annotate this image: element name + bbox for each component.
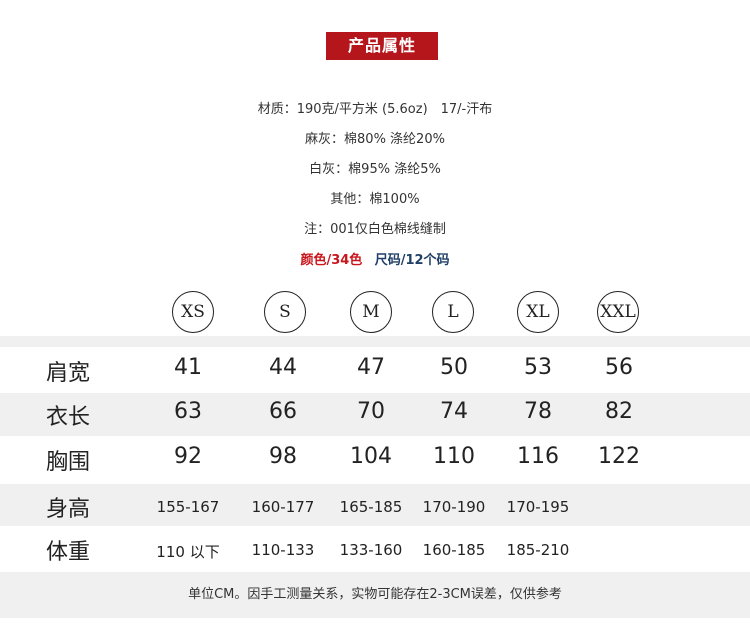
size-xxl: XXL	[597, 291, 639, 333]
row-bg	[0, 484, 750, 526]
row-bg	[0, 393, 750, 436]
table-cell: 78	[524, 399, 552, 424]
row-label: 衣长	[46, 405, 91, 430]
table-cell: 47	[357, 355, 385, 380]
table-cell: 165-185	[339, 498, 403, 516]
size-s: S	[264, 291, 306, 333]
row-label: 体重	[46, 540, 91, 565]
table-cell: 116	[517, 444, 559, 469]
size-m: M	[350, 291, 392, 333]
table-cell: 110	[433, 444, 475, 469]
size-count: 尺码/12个码	[374, 253, 450, 268]
table-cell: 122	[598, 444, 640, 469]
attr-others: 其他：棉100%	[330, 192, 420, 207]
table-cell: 70	[357, 399, 385, 424]
table-cell: 110-133	[251, 541, 315, 559]
table-cell: 56	[605, 355, 633, 380]
table-cell: 160-185	[422, 541, 486, 559]
table-cell: 44	[269, 355, 297, 380]
table-cell: 66	[269, 399, 297, 424]
table-cell: 155-167	[156, 498, 220, 516]
table-cell: 92	[174, 444, 202, 469]
size-xl: XL	[517, 291, 559, 333]
table-cell: 104	[350, 444, 392, 469]
table-cell: 160-177	[251, 498, 315, 516]
footer-note: 单位CM。因手工测量关系，实物可能存在2-3CM误差，仅供参考	[0, 572, 750, 618]
highlights: 颜色/34色 尺码/12个码	[0, 249, 750, 268]
table-cell: 63	[174, 399, 202, 424]
table-cell: 170-190	[422, 498, 486, 516]
table-cell: 170-195	[506, 498, 570, 516]
size-l: L	[432, 291, 474, 333]
table-cell: 110 以下	[156, 543, 220, 561]
divider	[0, 336, 750, 347]
table-cell: 185-210	[506, 541, 570, 559]
attr-heather-gray: 麻灰：棉80% 涤纶20%	[305, 132, 445, 147]
row-label: 胸围	[46, 450, 91, 475]
table-cell: 98	[269, 444, 297, 469]
attr-material: 材质：190克/平方米 (5.6oz) 17/-汗布	[257, 102, 493, 117]
table-cell: 74	[440, 399, 468, 424]
table-cell: 82	[605, 399, 633, 424]
row-label: 肩宽	[46, 361, 91, 386]
size-xs: XS	[172, 291, 214, 333]
attr-note: 注：001仅白色棉线缝制	[304, 222, 446, 237]
table-cell: 50	[440, 355, 468, 380]
attr-white-gray: 白灰：棉95% 涤纶5%	[309, 162, 441, 177]
table-cell: 133-160	[339, 541, 403, 559]
table-cell: 53	[524, 355, 552, 380]
section-title: 产品属性	[326, 32, 438, 60]
row-label: 身高	[46, 497, 91, 522]
table-cell: 41	[174, 355, 202, 380]
color-count: 颜色/34色	[300, 253, 363, 268]
